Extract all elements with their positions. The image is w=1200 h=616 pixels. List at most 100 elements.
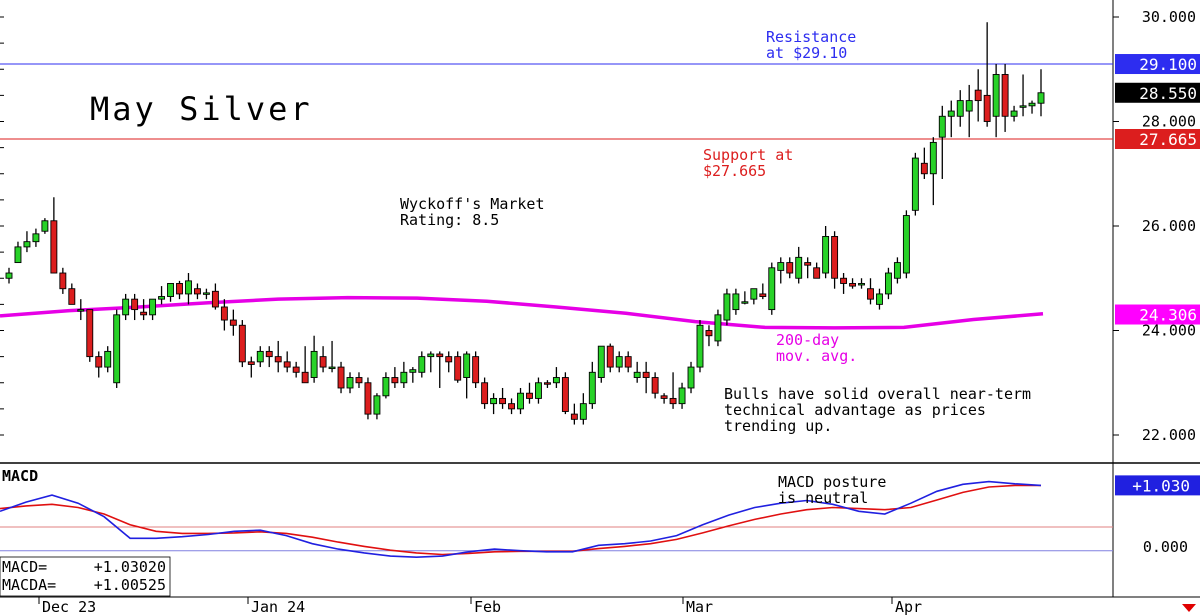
rating-annotation-line-2: Rating: 8.5	[400, 211, 499, 229]
candle-body	[481, 382, 489, 405]
candle-body	[202, 292, 210, 295]
support-annotation-line-1: Support at	[703, 146, 793, 164]
candle-body	[714, 314, 722, 342]
candle-body	[660, 395, 668, 399]
candle-body	[454, 356, 462, 381]
last-price-tag-label: 28.550	[1139, 84, 1197, 103]
candle-body	[732, 293, 740, 311]
support-annotation: Support at $27.665	[703, 146, 802, 180]
candle-body	[902, 215, 910, 274]
macd-annotation-line-1: MACD posture	[778, 473, 886, 491]
candle-body	[319, 356, 327, 368]
candle-body	[633, 371, 641, 378]
macd-annotation-line-2: is neutral	[778, 489, 868, 507]
macd-panel: 0.000 +1.030	[0, 475, 1200, 559]
candle-body	[786, 262, 794, 274]
candle-body	[741, 301, 749, 304]
macd-tick-label: 0.000	[1143, 538, 1188, 556]
candle-body	[884, 272, 892, 295]
ma-annotation-line-2: mov. avg.	[776, 347, 857, 365]
resistance-tag-label: 29.100	[1139, 55, 1197, 74]
candle-body	[822, 235, 830, 274]
candle-body	[777, 262, 785, 271]
candle-body	[247, 361, 255, 365]
candle-body	[131, 298, 139, 311]
candle-body	[705, 330, 713, 337]
candle-body	[624, 356, 632, 368]
candle-body	[194, 288, 201, 295]
candle-body	[1019, 105, 1027, 108]
candle-body	[1028, 102, 1036, 107]
candle-body	[965, 100, 973, 112]
candle-body	[956, 100, 964, 117]
candle-body	[678, 387, 686, 405]
candle-body	[992, 74, 1000, 117]
candle-body	[238, 324, 246, 363]
candlesticks	[5, 22, 1045, 425]
candle-body	[615, 356, 623, 368]
candle-body	[561, 377, 569, 412]
candle-body	[517, 392, 524, 410]
rating-annotation-line-1: Wyckoff's Market	[400, 195, 545, 213]
candle-body	[391, 377, 399, 384]
candle-body	[642, 371, 650, 378]
candle-body	[104, 350, 112, 368]
commentary-line-1: Bulls have solid overall near-term	[724, 385, 1031, 403]
candle-body	[122, 298, 130, 316]
candle-body	[795, 256, 803, 279]
candle-body	[947, 110, 955, 117]
candle-body	[400, 371, 408, 384]
chart-title: May Silver	[90, 90, 313, 128]
candle-body	[445, 356, 453, 363]
support-tag-label: 27.665	[1139, 130, 1197, 149]
candle-body	[759, 293, 767, 297]
candle-body	[86, 309, 94, 358]
candle-body	[858, 283, 865, 286]
candle-body	[606, 345, 614, 368]
price-tick-label: 24.000	[1142, 322, 1196, 340]
ma-annotation: 200-day mov. avg.	[776, 331, 857, 365]
candle-body	[337, 366, 345, 389]
macd-legend-label: MACD=	[2, 558, 47, 576]
macd-panel-title: MACD	[2, 467, 38, 485]
candle-body	[5, 272, 13, 279]
x-tick-label: Apr	[895, 598, 922, 616]
candle-body	[274, 356, 282, 363]
candle-body	[220, 306, 228, 321]
macd-legend-value: +1.03020	[94, 558, 166, 576]
candle-body	[59, 272, 67, 290]
candle-body	[310, 350, 318, 378]
candle-body	[508, 403, 515, 410]
resistance-annotation-line-1: Resistance	[766, 28, 856, 46]
candle-body	[1001, 74, 1009, 117]
candle-body	[140, 311, 148, 316]
candle-body	[723, 293, 731, 321]
candle-body	[32, 233, 40, 243]
candle-body	[185, 280, 192, 295]
candle-body	[552, 377, 560, 384]
candle-body	[68, 288, 76, 305]
scroll-arrow-icon[interactable]	[1182, 604, 1196, 612]
x-tick-label: Feb	[474, 598, 501, 616]
candle-body	[418, 356, 426, 373]
candle-body	[1037, 92, 1045, 104]
candle-body	[346, 377, 354, 389]
candle-body	[669, 397, 677, 405]
candle-body	[211, 290, 219, 308]
support-annotation-line-2: $27.665	[703, 162, 766, 180]
resistance-annotation: Resistance at $29.10	[766, 28, 865, 62]
candle-body	[382, 377, 390, 397]
candle-body	[929, 141, 937, 175]
candle-body	[687, 366, 695, 389]
resistance-tag-background	[1115, 54, 1200, 75]
macda-legend-label: MACDA=	[2, 576, 56, 594]
candle-body	[597, 345, 605, 378]
candle-body	[974, 89, 982, 102]
candle-body	[490, 397, 498, 405]
candle-body	[95, 356, 103, 368]
candle-body	[229, 319, 237, 326]
candle-body	[750, 288, 758, 300]
commentary-line-3: trending up.	[724, 417, 832, 435]
candle-body	[588, 371, 596, 405]
